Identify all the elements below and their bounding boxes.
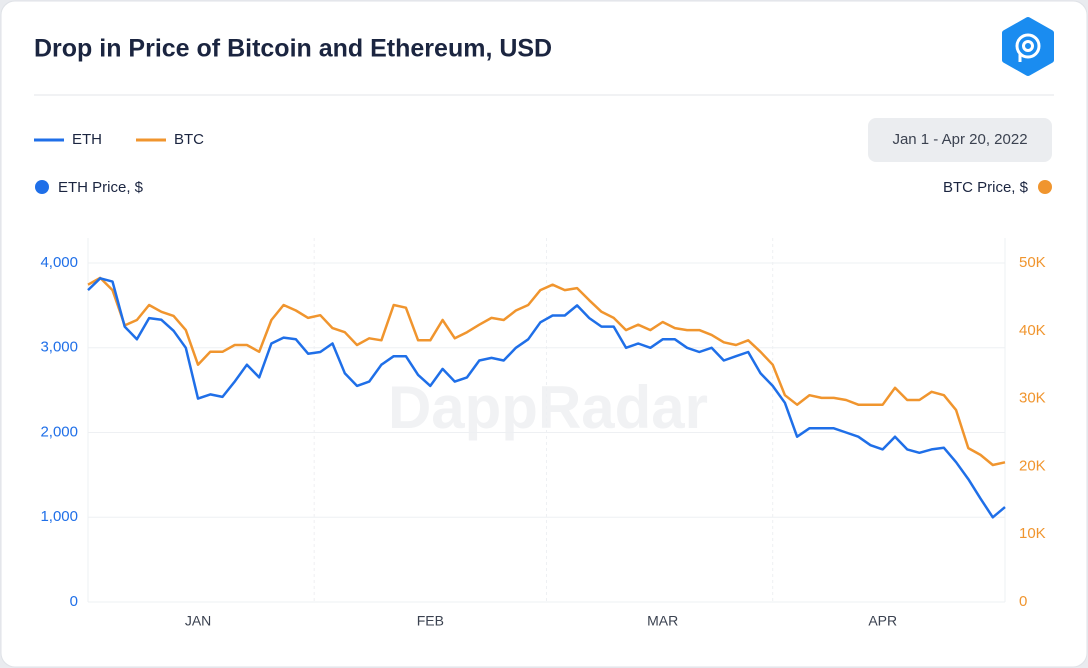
y-tick-label: 2,000 xyxy=(40,423,78,440)
x-tick-label: MAR xyxy=(647,613,678,629)
y-axis-label: ETH Price, $ xyxy=(58,179,144,196)
x-tick-label: FEB xyxy=(417,613,444,629)
date-range[interactable]: Jan 1 - Apr 20, 2022 xyxy=(892,131,1027,148)
chart-title: Drop in Price of Bitcoin and Ethereum, U… xyxy=(34,35,552,63)
y2-tick-label: 50K xyxy=(1019,254,1046,271)
legend-label[interactable]: ETH xyxy=(72,131,102,148)
y2-tick-label: 40K xyxy=(1019,322,1046,339)
line-series xyxy=(87,277,1006,519)
y-tick-label: 1,000 xyxy=(40,508,78,525)
axis-dot xyxy=(35,180,49,194)
y2-axis-label: BTC Price, $ xyxy=(943,179,1029,196)
axis-dot xyxy=(1038,180,1052,194)
y-tick-label: 3,000 xyxy=(40,339,78,356)
y-tick-label: 4,000 xyxy=(40,254,78,271)
y-tick-label: 0 xyxy=(70,593,78,610)
y2-tick-label: 20K xyxy=(1019,457,1046,474)
y2-tick-label: 10K xyxy=(1019,525,1046,542)
logo xyxy=(1002,17,1054,76)
line-series xyxy=(87,276,1006,467)
x-tick-label: APR xyxy=(868,613,897,629)
watermark: DappRadar xyxy=(388,374,708,441)
plot-area xyxy=(87,238,1006,603)
legend-label[interactable]: BTC xyxy=(174,131,204,148)
y2-tick-label: 30K xyxy=(1019,390,1046,407)
date-range-button[interactable] xyxy=(868,118,1052,162)
y2-tick-label: 0 xyxy=(1019,593,1027,610)
x-tick-label: JAN xyxy=(185,613,211,629)
